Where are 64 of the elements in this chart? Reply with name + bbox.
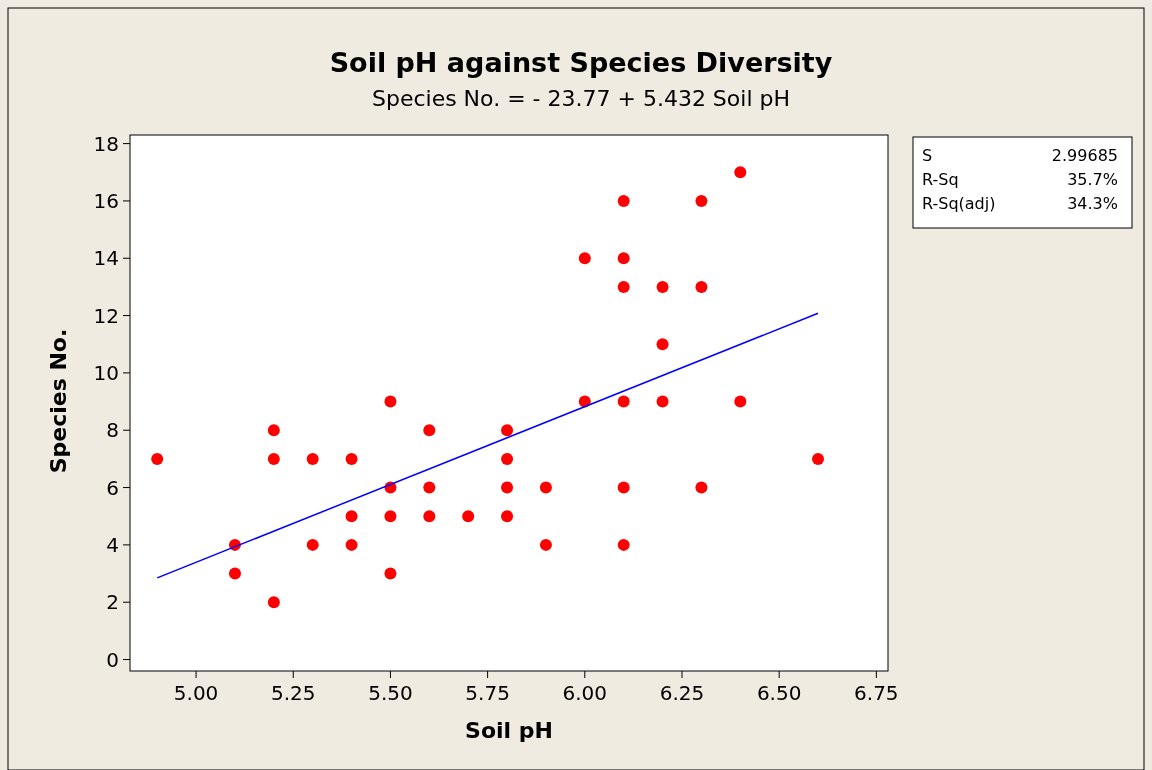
point: [384, 510, 397, 523]
point: [501, 452, 514, 465]
point: [267, 452, 280, 465]
x-axis-title: Soil pH: [465, 718, 553, 743]
chart-title: Soil pH against Species Diversity: [329, 47, 833, 78]
x-tick-label: 6.75: [854, 681, 899, 705]
y-tick-label: 16: [93, 188, 119, 213]
x-tick-label: 5.25: [271, 681, 316, 705]
point: [617, 395, 630, 408]
point: [617, 481, 630, 494]
point: [812, 452, 825, 465]
point: [501, 424, 514, 437]
point: [345, 452, 358, 465]
point: [501, 481, 514, 494]
y-tick-label: 12: [93, 303, 119, 328]
point: [267, 596, 280, 609]
x-tick-label: 5.50: [368, 681, 413, 705]
point: [423, 510, 436, 523]
y-axis-title: Species No.: [46, 328, 71, 474]
point: [734, 166, 747, 179]
point: [384, 395, 397, 408]
point: [345, 510, 358, 523]
y-tick-label: 14: [93, 246, 119, 271]
point: [617, 280, 630, 293]
point: [151, 452, 164, 465]
x-tick-label: 5.75: [465, 681, 510, 705]
y-tick-label: 6: [106, 475, 119, 500]
text: S 2.99685: [922, 146, 1118, 165]
point: [423, 424, 436, 437]
y-tick-label: 8: [106, 418, 119, 443]
y-tick-label: 2: [106, 590, 119, 615]
x-tick-label: 6.25: [659, 681, 705, 705]
point: [306, 538, 319, 551]
chart-subtitle: Species No. = - 23.77 + 5.432 Soil pH: [371, 86, 791, 111]
point: [656, 280, 669, 293]
point: [656, 338, 669, 351]
y-tick-label: 0: [106, 647, 119, 672]
x-tick-label: 6.50: [756, 681, 802, 705]
point: [656, 395, 669, 408]
point: [539, 481, 552, 494]
point: [617, 252, 630, 265]
point: [539, 538, 552, 551]
point: [617, 538, 630, 551]
point: [267, 424, 280, 437]
point: [462, 510, 475, 523]
x-tick-label: 5.00: [173, 681, 219, 705]
text: R-Sq(adj) 34.3%: [922, 194, 1118, 213]
text: R-Sq 35.7%: [922, 170, 1118, 189]
point: [306, 452, 319, 465]
point: [228, 567, 241, 580]
y-tick-label: 4: [106, 532, 119, 557]
point: [617, 194, 630, 207]
point: [578, 252, 591, 265]
x-tick-label: 6.00: [562, 681, 608, 705]
y-tick-label: 18: [93, 131, 119, 156]
point: [734, 395, 747, 408]
point: [345, 538, 358, 551]
point: [695, 481, 708, 494]
point: [695, 194, 708, 207]
point: [501, 510, 514, 523]
point: [423, 481, 436, 494]
point: [384, 567, 397, 580]
y-tick-label: 10: [93, 360, 119, 385]
point: [695, 280, 708, 293]
